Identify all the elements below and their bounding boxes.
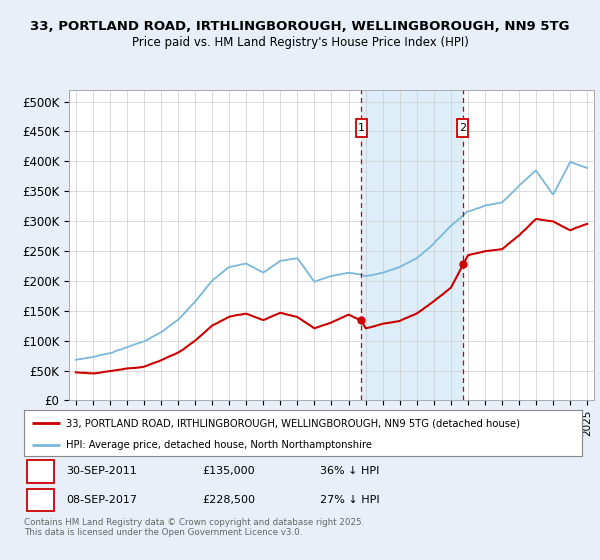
Text: 1: 1	[37, 466, 44, 477]
Text: £228,500: £228,500	[203, 495, 256, 505]
FancyBboxPatch shape	[457, 119, 468, 137]
Text: Price paid vs. HM Land Registry's House Price Index (HPI): Price paid vs. HM Land Registry's House …	[131, 36, 469, 49]
Text: 2: 2	[459, 123, 466, 133]
Bar	[361, 90, 463, 400]
Text: 08-SEP-2017: 08-SEP-2017	[66, 495, 137, 505]
Text: £135,000: £135,000	[203, 466, 255, 477]
Text: 1: 1	[358, 123, 365, 133]
Text: 27% ↓ HPI: 27% ↓ HPI	[320, 495, 379, 505]
Text: 30-SEP-2011: 30-SEP-2011	[66, 466, 137, 477]
FancyBboxPatch shape	[27, 489, 53, 511]
FancyBboxPatch shape	[356, 119, 367, 137]
Text: 36% ↓ HPI: 36% ↓ HPI	[320, 466, 379, 477]
Text: Contains HM Land Registry data © Crown copyright and database right 2025.
This d: Contains HM Land Registry data © Crown c…	[24, 518, 364, 538]
Text: HPI: Average price, detached house, North Northamptonshire: HPI: Average price, detached house, Nort…	[66, 440, 372, 450]
Text: 33, PORTLAND ROAD, IRTHLINGBOROUGH, WELLINGBOROUGH, NN9 5TG: 33, PORTLAND ROAD, IRTHLINGBOROUGH, WELL…	[30, 20, 570, 32]
Text: 33, PORTLAND ROAD, IRTHLINGBOROUGH, WELLINGBOROUGH, NN9 5TG (detached house): 33, PORTLAND ROAD, IRTHLINGBOROUGH, WELL…	[66, 418, 520, 428]
Text: 2: 2	[37, 495, 44, 505]
FancyBboxPatch shape	[27, 460, 53, 483]
